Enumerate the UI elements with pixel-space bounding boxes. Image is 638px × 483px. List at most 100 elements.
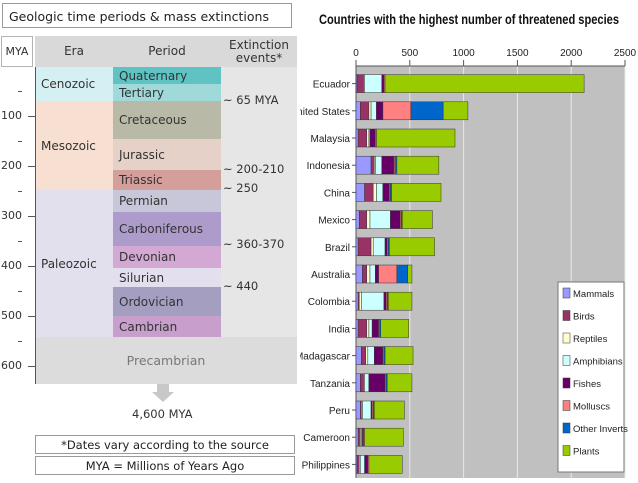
category-label: Mexico [318,216,350,227]
category-label: Brazil [325,243,350,254]
bar-segment [356,74,364,93]
extinction-column [221,67,297,337]
bar-segment [372,237,386,257]
chart-title: Countries with the highest number of thr… [319,12,619,27]
legend-swatch [562,355,571,366]
bar-segment [358,291,362,311]
bar-segment [382,183,390,202]
legend-swatch [562,332,571,344]
bar-segment [384,237,388,257]
dates-vary-note: *Dates vary according to the source [35,435,295,454]
category-label: Tanzania [310,379,350,390]
period-permian: Permian [113,190,221,212]
mya-tick-300: 300 [1,209,22,222]
mya-axis [35,67,36,384]
bar-segment [374,400,405,420]
period-tertiary: Tertiary [113,84,221,101]
geologic-title: Geologic time periods & mass extinctions [2,3,292,28]
mya-tick-500: 500 [1,309,22,322]
category-label: India [328,324,350,335]
extinction-440: ~ 440 [223,279,259,293]
period-quaternary: Quaternary [113,67,221,84]
legend-label: Birds [573,312,595,323]
legend-swatch [562,287,571,299]
category-label: Madagascar [300,352,351,363]
bar-segment [358,210,368,229]
category-label: Peru [329,406,350,417]
bar-segment [357,319,368,338]
category-label: Ecuador [313,80,351,91]
geologic-timeline-panel: Geologic time periods & mass extinctions… [0,0,300,479]
mya-tick [28,266,35,267]
legend-swatch [562,400,571,411]
mya-header: MYA [1,36,33,67]
period-cambrian: Cambrian [113,316,221,337]
mya-minor-tick [18,341,22,342]
bar-segment [407,264,413,284]
category-label: Indonesia [307,161,351,172]
bar-segment [368,373,386,393]
bar-segment [396,155,440,175]
mya-minor-tick [18,291,22,292]
bar-segment [369,128,376,148]
bar-segment [356,455,360,474]
legend-swatch [562,422,571,434]
bar-segment [396,264,408,284]
bar-segment [383,291,387,311]
bar-segment [382,101,412,121]
bar-segment [410,101,444,121]
x-tick-label: 500 [401,48,418,59]
bar-segment [364,455,369,474]
category-label: Colombia [308,297,351,308]
bar-segment [355,319,359,338]
bar-segment [360,373,364,393]
bar-segment [364,183,374,202]
mya-minor-tick [18,141,22,142]
legend-label: Reptiles [573,334,608,345]
bar-segment [355,346,362,365]
period-devonian: Devonian [113,246,221,268]
bar-segment [381,155,394,175]
mya-definition-note: MYA = Millions of Years Ago [35,456,295,475]
bar-segment [390,210,401,229]
bar-segment [378,264,398,284]
bar-segment [370,155,375,175]
era-mesozoic: Mesozoic [35,101,113,190]
bar-segment [380,319,409,338]
bar-segment [372,183,377,202]
bar-segment [355,373,361,393]
category-label: Philippines [302,460,350,471]
mya-tick [28,116,35,117]
bar-segment [357,128,368,148]
mya-tick-200: 200 [1,159,22,172]
legend-swatch [562,310,571,321]
bar-segment [364,427,404,447]
bar-segment [391,183,442,202]
era-paleozoic: Paleozoic [35,190,113,337]
extinction-header: Extinction events* [221,36,297,67]
bar-segment [442,101,469,121]
legend-label: Other Inverts [573,424,628,435]
bar-segment [355,210,360,229]
bar-segment [355,291,359,311]
era-cenozoic: Cenozoic [35,67,113,101]
mya-minor-tick [18,241,22,242]
mya-minor-tick [18,91,22,92]
bar-segment [402,210,433,229]
bar-segment [360,101,370,121]
bar-segment [361,291,385,311]
period-silurian: Silurian [113,268,221,287]
extinction-65: ~ 65 MYA [223,93,279,107]
bar-segment [355,400,361,420]
arrow-down-icon [152,392,174,402]
mya-tick-600: 600 [1,359,22,372]
bar-segment [364,373,370,393]
bar-segment [369,264,376,284]
bar-segment [376,128,456,148]
bar-segment [357,237,372,257]
x-tick-label: 2500 [614,48,637,59]
mya-tick [28,316,35,317]
bar-segment [365,346,369,365]
bar-segment [355,101,361,121]
bar-segment [355,264,363,284]
